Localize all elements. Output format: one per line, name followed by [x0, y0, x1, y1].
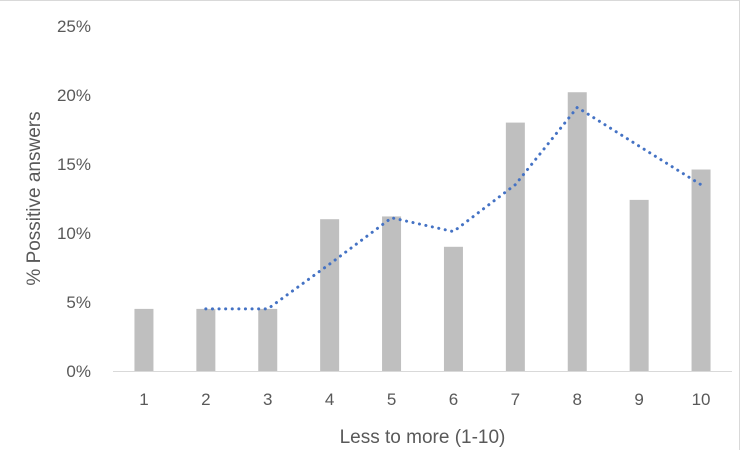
bar [320, 219, 340, 371]
x-tick-label: 1 [139, 390, 148, 409]
x-tick-label: 5 [387, 390, 396, 409]
y-tick-label: 5% [66, 293, 91, 312]
x-tick-label: 3 [263, 390, 272, 409]
x-tick-label: 7 [511, 390, 520, 409]
bar [505, 122, 525, 371]
bar [382, 216, 402, 371]
y-tick-label: 15% [57, 155, 91, 174]
bars [134, 92, 711, 372]
bar [258, 308, 278, 371]
bar [443, 246, 463, 371]
y-axis-title: % Possitive answers [24, 111, 45, 285]
y-tick-label: 0% [66, 362, 91, 381]
bar [629, 199, 649, 371]
y-tick-label: 25% [57, 17, 91, 36]
x-tick-label: 2 [201, 390, 210, 409]
x-tick-label: 6 [449, 390, 458, 409]
x-axis-title: Less to more (1-10) [340, 427, 506, 448]
x-tick-label: 9 [634, 390, 643, 409]
x-tick-label: 8 [573, 390, 582, 409]
x-tick-label: 10 [692, 390, 711, 409]
bar [134, 308, 154, 371]
bar [196, 308, 216, 371]
bar [567, 92, 587, 372]
bar [691, 169, 711, 371]
y-axis-tick-labels: 0% 5% 10% 15% 20% 25% [57, 17, 91, 381]
y-tick-label: 10% [57, 224, 91, 243]
y-tick-label: 20% [57, 86, 91, 105]
x-tick-label: 4 [325, 390, 334, 409]
x-axis-tick-labels: 1 2 3 4 5 6 7 8 9 10 [139, 390, 710, 409]
